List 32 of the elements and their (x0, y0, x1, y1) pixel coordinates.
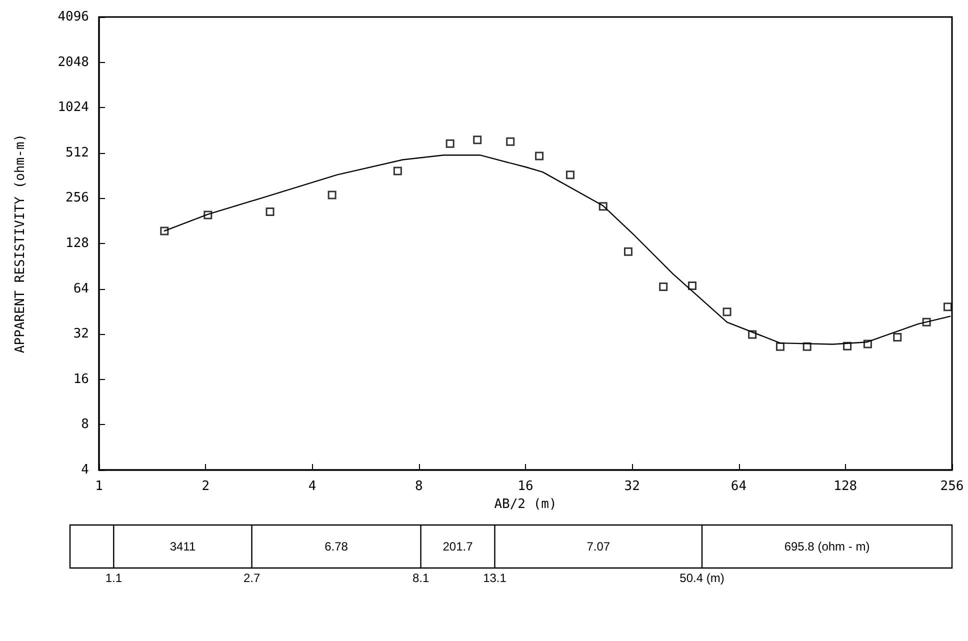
y-axis-title: APPARENT RESISTIVITY (ohm-m) (13, 134, 28, 354)
y-tick-label: 32 (73, 326, 89, 342)
x-tick-label: 1 (95, 479, 103, 494)
text: 3411 (170, 540, 196, 554)
x-tick-label: 8 (414, 479, 423, 494)
y-tick-label: 256 (66, 190, 89, 206)
text: 201.7 (442, 540, 474, 554)
text: 1.1 (105, 571, 122, 585)
text: 6.78 (324, 540, 348, 554)
y-tick-label: 64 (73, 281, 90, 296)
x-tick-label: 64 (730, 479, 747, 494)
x-tick-label: 128 (834, 479, 858, 494)
x-axis-title: AB/2 (m) (494, 496, 557, 512)
text: 2.7 (243, 571, 260, 585)
text: 50.4 (m) (680, 571, 724, 585)
x-tick-label: 16 (518, 479, 534, 494)
x-tick-label: 256 (940, 479, 964, 494)
y-tick-label: 1024 (58, 100, 90, 116)
text: 7.07 (586, 540, 610, 554)
y-tick-label: 8 (81, 417, 89, 432)
x-tick-label: 2 (202, 479, 210, 494)
y-tick-label: 16 (73, 372, 89, 387)
y-tick-label: 2048 (58, 54, 89, 70)
text: 8.1 (412, 571, 430, 585)
x-tick-label: 32 (624, 479, 640, 494)
y-tick-label: 4 (81, 462, 90, 478)
text: 13.1 (483, 571, 507, 585)
y-tick-label: 128 (66, 236, 89, 251)
y-tick-label: 4096 (58, 10, 89, 24)
text: 695.8 (ohm - m) (784, 540, 870, 554)
x-tick-label: 4 (308, 479, 316, 494)
y-tick-label: 512 (66, 145, 89, 160)
